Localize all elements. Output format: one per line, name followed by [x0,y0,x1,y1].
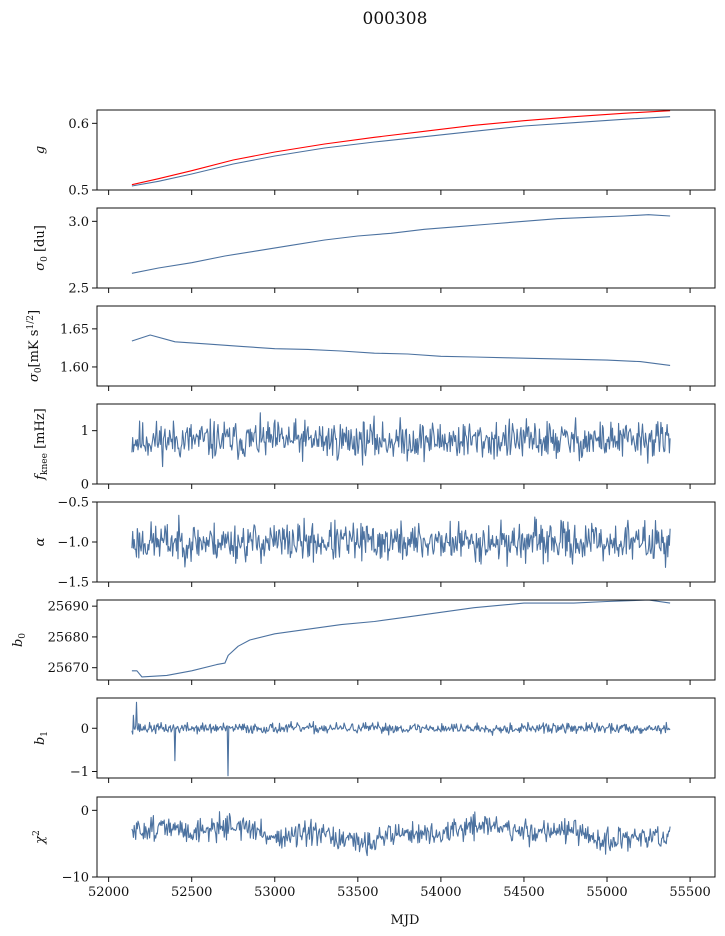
x-tick-label: 53500 [337,885,378,900]
y-axis-label: σ0[mK s1/2] [26,310,44,382]
y-axis-label: α [33,537,48,546]
x-tick-label: 55500 [669,885,710,900]
axes-frame [96,599,716,681]
y-axis-label: g [33,146,48,154]
x-axis-label: MJD [391,913,420,928]
series-line-1 [131,334,671,366]
y-tick-label: 25670 [48,661,89,676]
y-axis-label: χ2 [32,830,48,845]
y-tick-label: 1.65 [60,322,89,337]
y-axis-label: b0 [11,633,28,647]
y-tick-label: 0 [81,722,89,737]
series-line-2 [131,116,671,187]
panel-5: −1.5 −1.0 −0.5 α [33,496,716,591]
panel-3: 1.60 1.65 σ0[mK s1/2] [26,305,716,391]
y-tick-label: −1.5 [57,576,89,591]
x-tick-label: 54000 [420,885,461,900]
y-tick-label: 3.0 [68,215,89,230]
y-axis-label: σ0 [du] [33,225,50,271]
y-tick-label: 25690 [48,600,89,615]
axes-frame [96,207,716,289]
y-tick-label: −10 [62,871,89,886]
y-tick-label: 0 [81,804,89,819]
series-line-1 [131,600,671,678]
series-line-1 [131,412,671,468]
axes-frame [96,109,716,191]
axes-frame [96,403,716,485]
figure-title: 000308 [363,9,428,29]
series-line-1 [131,514,671,568]
series-line-1 [131,701,671,777]
x-tick-label: 52000 [88,885,129,900]
y-tick-label: 2.5 [68,282,89,297]
panel-6: 25670 25680 25690 b0 [11,599,716,685]
x-tick-label: 54500 [503,885,544,900]
series-line-1 [131,811,671,857]
y-tick-label: 25680 [48,630,89,645]
y-tick-label: −0.5 [57,496,89,511]
y-tick-label: 0.6 [68,117,89,132]
panel-7: −1 0 b1 [33,697,716,783]
y-tick-label: 1 [81,424,89,439]
panel-2: 2.5 3.0 σ0 [du] [33,207,716,297]
x-tick-label: 55000 [586,885,627,900]
x-tick-label: 52500 [171,885,212,900]
series-line-1 [131,110,671,186]
y-tick-label: −1 [70,765,89,780]
axes-frame [96,697,716,779]
y-axis-label: b1 [33,731,50,745]
y-tick-label: 1.60 [60,360,89,375]
panel-8: −10 0 52000 52500 53000 53500 54000 54500 55000 5… [32,796,716,900]
y-axis-label: fknee [mHz] [33,408,50,481]
y-tick-label: −1.0 [57,536,89,551]
x-tick-label: 53000 [254,885,295,900]
y-tick-label: 0 [81,478,89,493]
panels: 0.5 0.6 g 2.5 3.0 σ0 [du] 1.60 1.65 σ0[mK s1/2] 0… [11,109,716,900]
axes-frame [96,305,716,387]
series-line-1 [131,214,671,274]
y-tick-label: 0.5 [68,184,89,199]
panel-1: 0.5 0.6 g [33,109,716,199]
panel-4: 0 1 fknee [mHz] [33,403,716,493]
axes-frame [96,796,716,878]
